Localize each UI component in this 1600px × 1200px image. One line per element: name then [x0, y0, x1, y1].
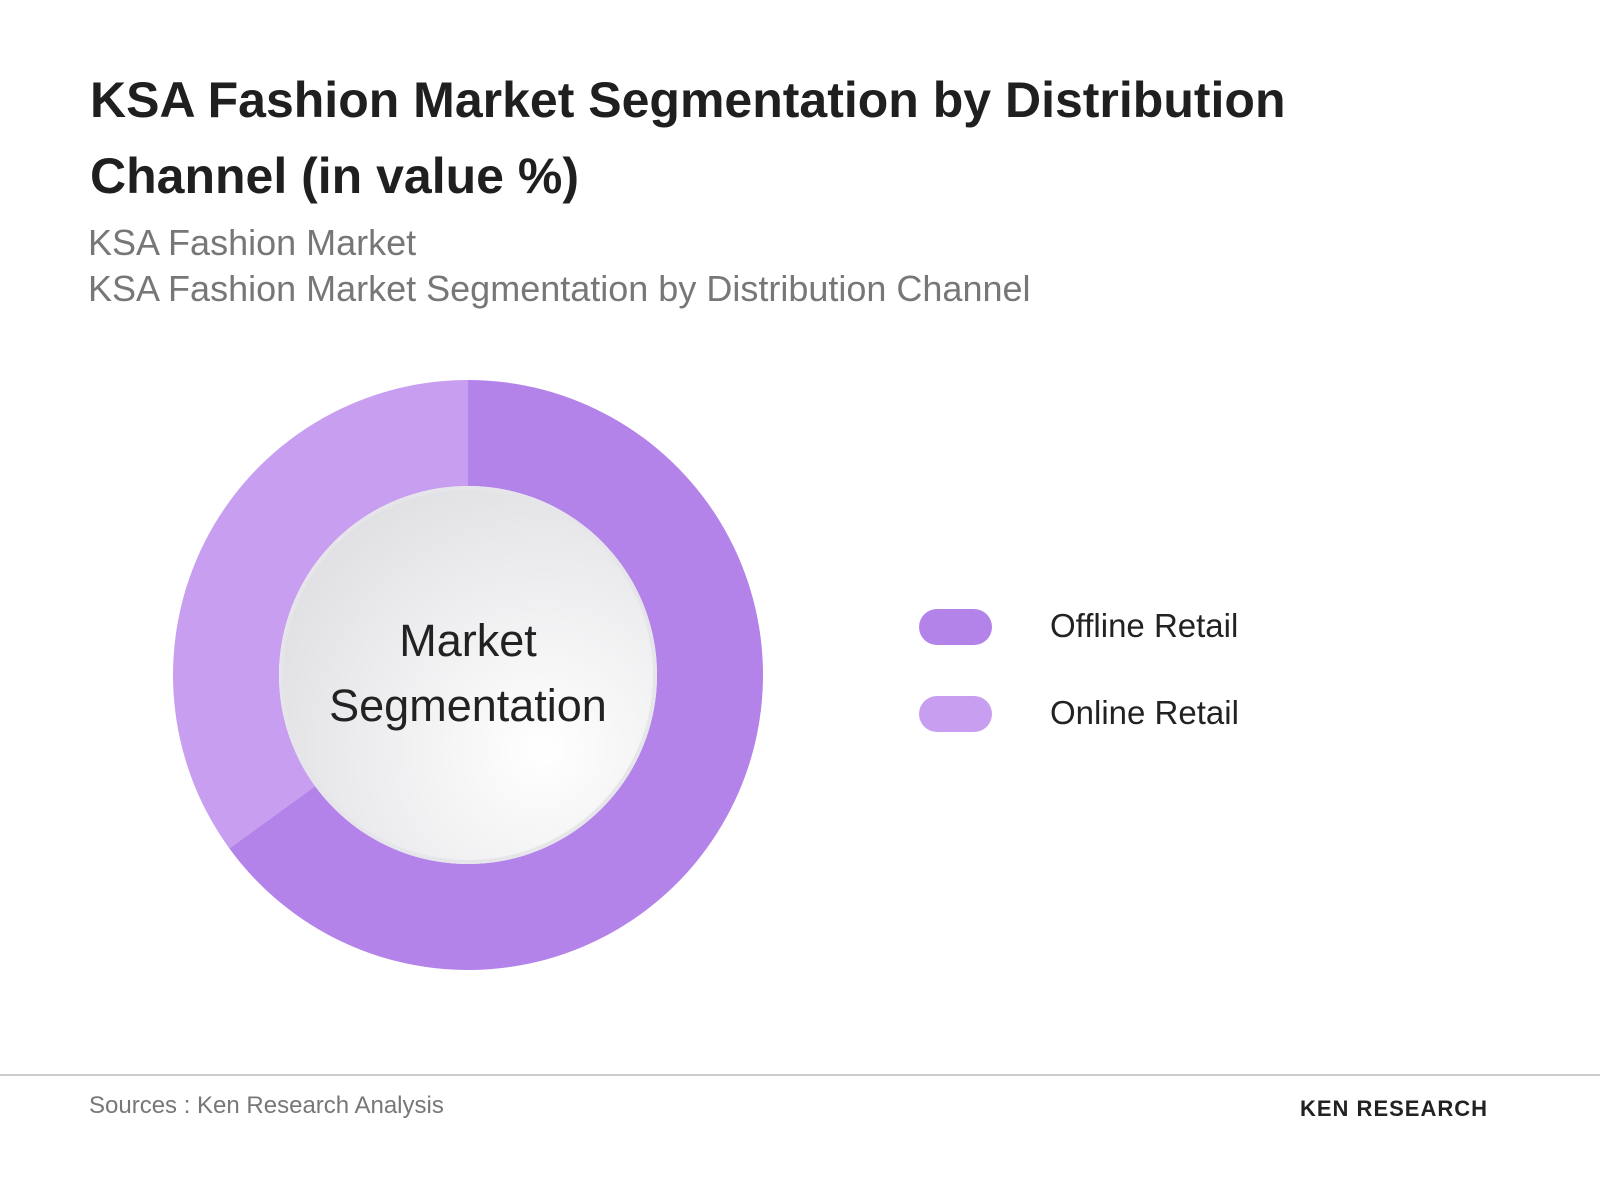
legend-label: Online Retail: [1050, 694, 1239, 731]
center-label: Market Segmentation: [329, 615, 607, 731]
source: Sources : Ken Research Analysis: [89, 1092, 444, 1119]
legend-label: Offline Retail: [1050, 607, 1239, 644]
donut-slice: [229, 380, 763, 970]
donut-slice: [173, 380, 468, 849]
subtitle: KSA Fashion Market: [88, 222, 417, 263]
legend-swatch: [919, 609, 992, 645]
chart: [173, 380, 992, 970]
donut-hole: [279, 486, 657, 864]
chart-title: KSA Fashion Market Segmentation by Distr…: [90, 72, 1286, 204]
legend-swatch: [919, 696, 992, 732]
footer-rule: [0, 1074, 1600, 1076]
logo: KEN RESEARCH: [1300, 1096, 1489, 1121]
subtitle: KSA Fashion Market Segmentation by Distr…: [88, 268, 1031, 309]
